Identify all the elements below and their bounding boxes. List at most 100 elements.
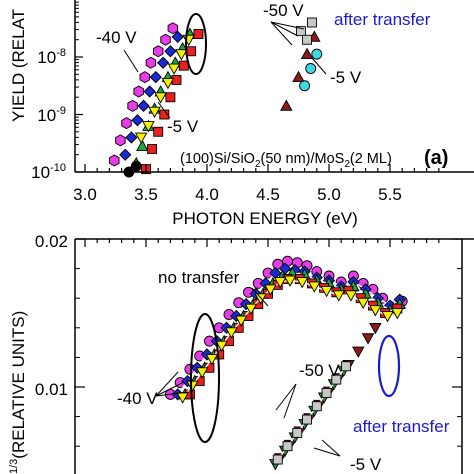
data-point (143, 85, 156, 98)
panel-b: 0.02 0.01 1/3(RELATIVE UNITS) no transfe… (8, 232, 474, 474)
panel-b-ytick-label: 0.02 (35, 232, 68, 251)
panel-b-ytick-label: 0.01 (35, 380, 68, 399)
data-point (161, 78, 175, 90)
data-point (311, 48, 323, 60)
data-point (186, 46, 197, 57)
panel-a-plot-area (109, 17, 323, 178)
panel-a-xtick-label: 3.5 (134, 185, 158, 204)
panel-a: YIELD (RELAT 10-8 10-9 10-10 3.0 3.5 4.0… (9, 0, 474, 228)
annotation-minus-40v: -40 V (117, 389, 158, 408)
panel-a-ticks (75, 1, 440, 173)
panel-b-group-ellipse (190, 313, 220, 443)
data-point (305, 63, 317, 74)
data-point (156, 56, 170, 69)
data-point (300, 47, 314, 59)
panel-a-ytick-label: 10-9 (37, 105, 66, 125)
panel-a-ytick-label: 10-8 (37, 47, 66, 67)
data-point (119, 148, 132, 161)
data-point (193, 29, 204, 39)
data-point (130, 160, 142, 172)
annotation-after-transfer: after transfer (334, 10, 431, 29)
panel-a-ytick-label: 10-10 (31, 162, 66, 182)
annotation-leader (321, 439, 341, 457)
data-point (234, 315, 248, 327)
data-point (302, 414, 312, 425)
data-point (165, 92, 176, 103)
annotation-leader (311, 57, 327, 75)
data-point (391, 308, 404, 320)
data-point (171, 30, 184, 44)
data-point (381, 311, 394, 323)
data-point (295, 26, 306, 37)
data-point (134, 132, 148, 144)
data-point (142, 121, 155, 133)
annotation-after-transfer: after transfer (353, 417, 450, 436)
data-point (109, 154, 120, 167)
data-point (295, 277, 309, 289)
data-point (215, 340, 228, 352)
panel-a-xtick-label: 4.5 (256, 185, 280, 204)
data-point (153, 126, 164, 137)
data-point (154, 92, 167, 104)
annotation-minus-40v: -40 V (96, 28, 137, 47)
data-point (321, 387, 332, 398)
panel-a-xtick-label: 3.0 (73, 185, 97, 204)
data-point (369, 305, 382, 317)
data-point (137, 99, 150, 113)
panel-a-xlabel: PHOTON ENERGY (eV) (172, 209, 357, 228)
data-point (178, 60, 189, 71)
data-point (282, 441, 293, 452)
after-transfer-ellipse (377, 334, 401, 398)
panel-tag: (a) (424, 147, 448, 169)
annotation-minus-5v: -5 V (330, 68, 362, 87)
data-point (167, 22, 179, 35)
data-point (152, 45, 164, 58)
data-point (131, 114, 144, 127)
panel-a-xtick-label: 4.0 (195, 185, 219, 204)
data-point (254, 293, 267, 305)
data-point (145, 56, 157, 69)
panel-a-ylabel: YIELD (RELAT (9, 9, 28, 122)
data-point (369, 322, 382, 335)
data-point (175, 49, 188, 61)
annotation-leader (157, 101, 171, 119)
annotation-leader (270, 21, 305, 30)
data-point (121, 117, 132, 130)
data-point (127, 99, 138, 112)
series-line (177, 267, 401, 395)
data-point (264, 284, 277, 296)
annotation-leader (251, 287, 269, 307)
sample-label: (100)Si/SiO2(50 nm)/MoS2(2 ML) (180, 151, 392, 170)
data-point (133, 85, 144, 98)
data-point (299, 80, 311, 92)
data-point (344, 290, 358, 302)
data-point (244, 303, 258, 315)
annotation-leader (155, 371, 179, 397)
data-point (136, 139, 149, 151)
data-point (195, 367, 209, 379)
data-point (280, 99, 293, 111)
data-point (167, 63, 181, 75)
data-point (341, 361, 352, 372)
annotation-minus-5v: -5 V (167, 117, 199, 136)
data-point (356, 297, 370, 310)
data-point (311, 401, 322, 412)
data-point (320, 285, 333, 298)
annotation-minus-50v: -50 V (299, 361, 340, 380)
data-point (292, 427, 303, 438)
data-point (171, 75, 182, 85)
panel-a-xtick-label: 5.0 (317, 185, 341, 204)
annotation-minus-50v: -50 V (263, 1, 304, 20)
panel-a-group-ellipse (185, 13, 207, 75)
annotation-leader (270, 21, 299, 37)
data-point (186, 380, 199, 392)
data-point (332, 290, 346, 302)
panel-b-ticks (75, 238, 462, 447)
panel-b-plot-area (164, 255, 408, 471)
data-point (272, 454, 283, 465)
data-point (149, 70, 162, 84)
annotation-leader (313, 447, 341, 457)
data-point (306, 17, 317, 28)
annotation-leader (283, 383, 297, 419)
